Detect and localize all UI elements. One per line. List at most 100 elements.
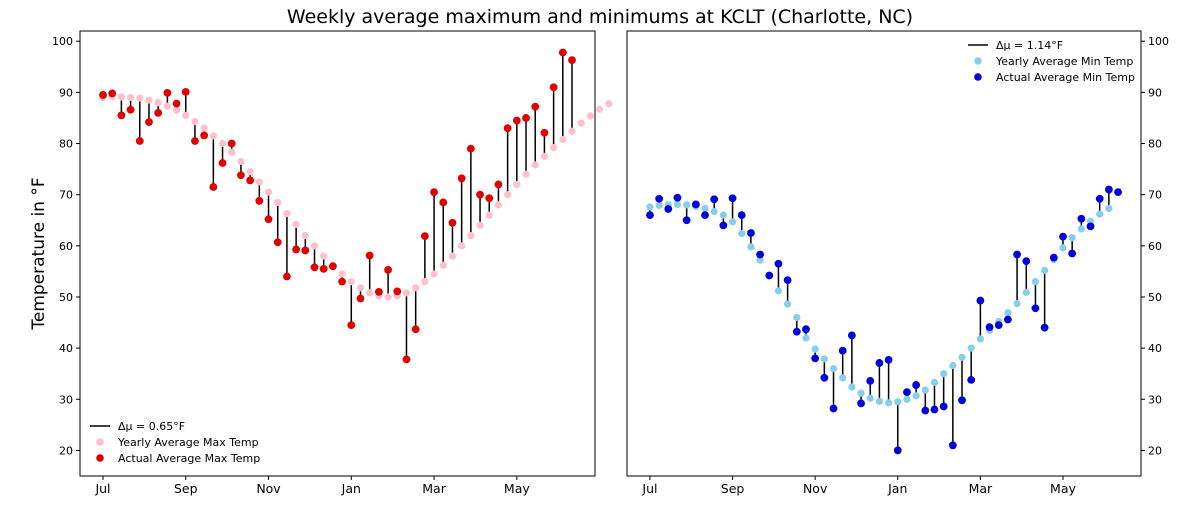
actual-point [1095, 194, 1104, 203]
yearly-point [802, 334, 810, 342]
yearly-point [655, 201, 663, 210]
yearly-point [829, 364, 838, 373]
actual-point [1040, 323, 1049, 332]
actual-point [191, 137, 199, 145]
actual-point [893, 446, 902, 455]
y-tick-label: 60 [59, 240, 73, 253]
yearly-point [1105, 204, 1113, 213]
yearly-point [476, 221, 484, 229]
legend-yearly-label: Yearly Average Min Temp [995, 55, 1133, 68]
actual-point [783, 276, 792, 284]
actual-point [765, 271, 774, 280]
yearly-point [848, 383, 856, 391]
actual-point [930, 405, 939, 414]
x-tick-label: Mar [422, 481, 446, 496]
x-tick-label: Nov [803, 481, 828, 496]
actual-point [292, 245, 301, 254]
yearly-point [458, 242, 466, 250]
y-tick-label: 50 [1148, 291, 1162, 304]
yearly-point [145, 96, 153, 104]
actual-point [737, 211, 746, 220]
actual-point [1013, 250, 1021, 259]
yearly-point [356, 284, 365, 292]
yearly-point [1041, 266, 1049, 274]
yearly-point [568, 127, 576, 135]
yearly-point [246, 168, 254, 176]
y-tick-label: 30 [1148, 393, 1162, 406]
actual-point [1077, 214, 1086, 223]
yearly-point [976, 335, 984, 343]
yearly-point [866, 394, 874, 402]
actual-point [701, 211, 709, 220]
yearly-point [237, 157, 245, 166]
actual-point [774, 259, 783, 268]
actual-point [976, 296, 985, 305]
yearly-point [921, 386, 929, 394]
y-tick-label: 100 [1148, 35, 1169, 48]
actual-point [967, 375, 976, 384]
y-tick-label: 100 [52, 35, 73, 48]
yearly-point [857, 389, 865, 397]
yearly-point [540, 152, 549, 160]
actual-point [921, 406, 930, 415]
actual-point [365, 251, 374, 260]
legend-actual-label: Actual Average Min Temp [996, 71, 1135, 84]
actual-point [1086, 222, 1095, 231]
yearly-point [673, 200, 682, 208]
yearly-point [430, 270, 438, 278]
actual-point [273, 238, 282, 247]
yearly-point [774, 287, 783, 295]
actual-point [439, 198, 448, 207]
yearly-point [1077, 225, 1085, 233]
actual-point [108, 89, 117, 98]
y-tick-label: 80 [59, 138, 73, 151]
yearly-point [209, 132, 217, 140]
actual-point [664, 205, 673, 213]
actual-point [866, 376, 875, 385]
actual-point [218, 159, 227, 167]
actual-point [246, 176, 255, 185]
y-tick-label: 90 [59, 86, 73, 99]
y-tick-label: 40 [1148, 342, 1162, 355]
legend-stem-label: Δμ = 1.14°F [996, 39, 1063, 52]
actual-point [154, 108, 163, 117]
actual-point [374, 287, 383, 296]
yearly-point [784, 300, 792, 308]
yearly-point [1031, 278, 1040, 286]
actual-point [811, 354, 820, 363]
actual-point [1059, 232, 1067, 241]
actual-point [549, 83, 558, 92]
actual-point [430, 188, 438, 197]
actual-point [402, 355, 411, 364]
y-tick-label: 20 [59, 444, 73, 457]
yearly-point [513, 180, 521, 189]
actual-point [568, 56, 576, 65]
yearly-point [1013, 300, 1021, 308]
actual-point [99, 91, 107, 99]
actual-point [756, 250, 764, 259]
x-tick-label: May [1050, 481, 1076, 496]
actual-point [503, 124, 512, 133]
actual-point [655, 194, 664, 203]
yearly-point [728, 218, 737, 226]
actual-point [802, 325, 810, 334]
actual-point [1022, 257, 1031, 266]
actual-point [172, 99, 181, 108]
actual-point [985, 323, 994, 332]
yearly-point [820, 355, 828, 363]
yearly-point [839, 374, 847, 382]
yearly-point [550, 144, 558, 152]
legend-yearly-label: Yearly Average Max Temp [117, 436, 259, 449]
yearly-point [967, 344, 975, 352]
actual-point [485, 194, 494, 203]
yearly-point [126, 93, 135, 102]
actual-point [448, 218, 457, 227]
yearly-point [522, 170, 530, 178]
x-tick-label: May [504, 481, 530, 496]
legend-yearly-swatch [96, 438, 104, 446]
actual-point [903, 388, 911, 397]
yearly-point [402, 289, 411, 297]
yearly-point [586, 112, 595, 120]
actual-point [384, 265, 392, 274]
